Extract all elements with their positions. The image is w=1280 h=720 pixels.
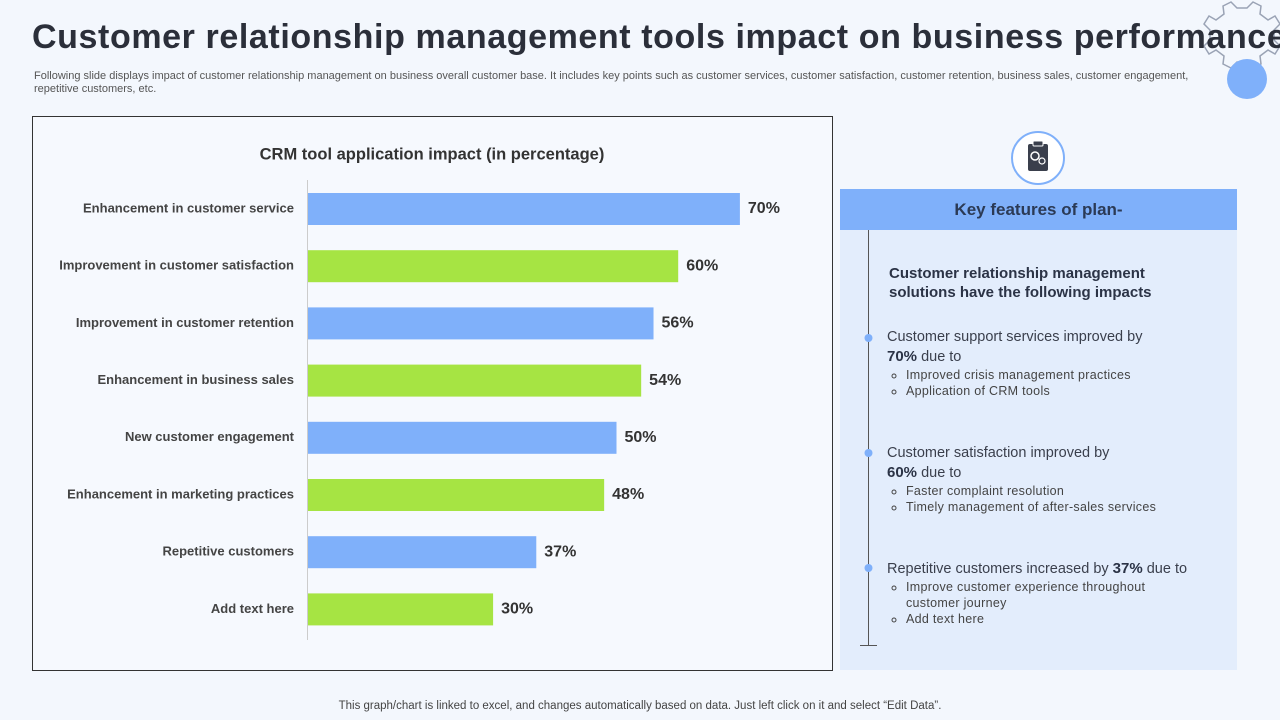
footer-note: This graph/chart is linked to excel, and… <box>338 700 942 712</box>
category-label: Improvement in customer satisfaction <box>59 258 294 273</box>
bar <box>308 193 740 225</box>
chart-title: CRM tool application impact (in percenta… <box>260 145 605 163</box>
bar <box>308 421 617 454</box>
gear-decoration <box>1203 1 1280 99</box>
bar <box>308 536 537 569</box>
circle-accent <box>1227 59 1267 99</box>
item-figure: 70% <box>887 348 918 365</box>
bar <box>308 479 605 511</box>
item-bullets: Improved crisis management practices App… <box>887 367 1207 399</box>
value-label: 30% <box>501 601 533 618</box>
category-label: Improvement in customer retention <box>76 315 294 330</box>
bar <box>308 364 642 397</box>
timeline <box>860 230 877 646</box>
bar <box>308 250 679 283</box>
impact-item: Customer satisfaction improved by 60% du… <box>887 444 1207 515</box>
category-label: Repetitive customers <box>163 544 295 559</box>
value-label: 60% <box>686 257 718 274</box>
item-tail: due to <box>921 465 962 481</box>
bar <box>308 593 494 626</box>
value-label: 48% <box>612 486 644 503</box>
item-tail: due to <box>1146 561 1188 577</box>
category-label: Enhancement in business sales <box>97 372 294 387</box>
bullet: Improved crisis management practices <box>906 367 1207 383</box>
value-label: 70% <box>748 200 780 217</box>
impact-item: Customer support services improved by 70… <box>887 328 1207 399</box>
impact-item: Repetitive customers increased by 37% du… <box>887 559 1207 627</box>
panel-body <box>840 230 1237 670</box>
timeline-dot <box>864 564 873 572</box>
bullet: Application of CRM tools <box>906 383 1207 399</box>
bullet: Improve customer experience throughout c… <box>906 579 1156 611</box>
bullet: Timely management of after-sales service… <box>906 499 1207 515</box>
timeline-dot <box>864 449 873 457</box>
timeline-dot <box>864 334 873 342</box>
bullet: Faster complaint resolution <box>906 483 1207 499</box>
item-tail: due to <box>921 349 962 365</box>
value-label: 56% <box>662 315 694 332</box>
value-label: 54% <box>649 372 681 389</box>
value-label: 50% <box>625 429 657 446</box>
item-figure: 37% <box>1112 560 1143 577</box>
panel-intro: Customer relationship management solutio… <box>889 265 1152 301</box>
item-bullets: Improve customer experience throughout c… <box>887 579 1156 627</box>
item-lead: Customer satisfaction improved by <box>887 445 1110 461</box>
item-bullets: Faster complaint resolution Timely manag… <box>887 483 1207 515</box>
category-label: Enhancement in customer service <box>83 200 294 215</box>
subtitle: Following slide displays impact of custo… <box>34 70 1189 95</box>
chart: CRM tool application impact (in percenta… <box>59 145 780 640</box>
item-lead: Customer support services improved by <box>887 329 1143 345</box>
item-figure: 60% <box>887 464 918 481</box>
value-label: 37% <box>544 543 576 560</box>
category-label: New customer engagement <box>125 429 295 444</box>
item-lead: Repetitive customers increased by <box>887 561 1109 577</box>
category-label: Enhancement in marketing practices <box>67 486 294 501</box>
plan-icon <box>1011 131 1065 185</box>
category-label: Add text here <box>211 601 294 616</box>
panel-heading: Key features of plan- <box>840 189 1237 230</box>
title: Customer relationship management tools i… <box>32 18 1280 56</box>
bar <box>308 307 654 340</box>
bullet: Add text here <box>906 611 1156 627</box>
